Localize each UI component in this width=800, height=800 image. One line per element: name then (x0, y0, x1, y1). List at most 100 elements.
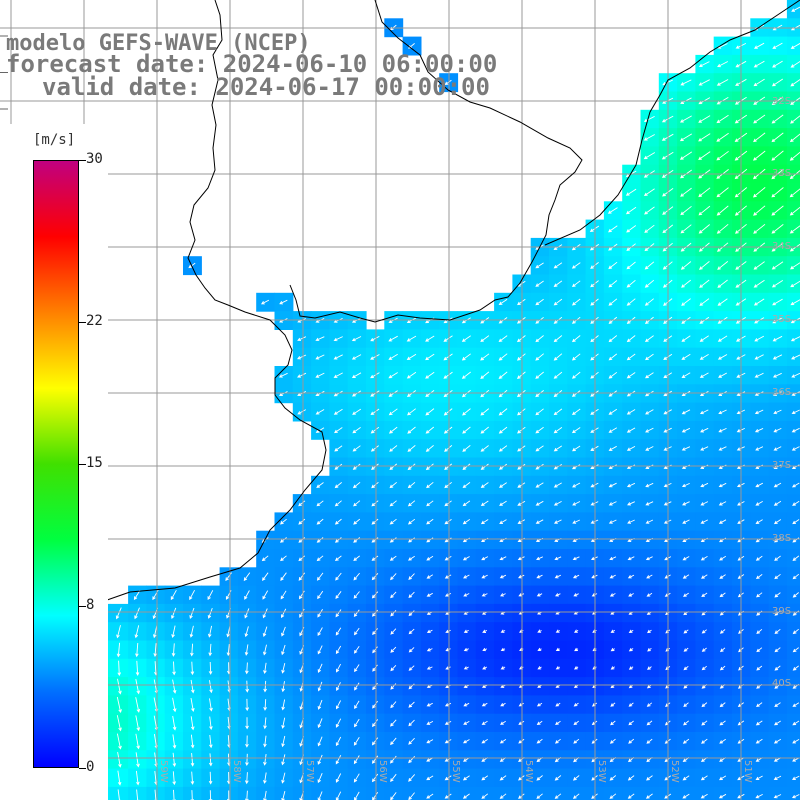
wind-arrow (480, 500, 489, 507)
wind-arrow (646, 702, 653, 707)
wind-arrow (135, 679, 141, 695)
wind-arrow (426, 739, 434, 744)
wind-arrow (716, 150, 729, 161)
wind-arrow (500, 702, 506, 707)
wind-arrow (555, 702, 561, 707)
wind-arrow (444, 556, 452, 561)
wind-arrow (753, 223, 766, 234)
wind-arrow (535, 262, 544, 269)
wind-arrow (700, 446, 709, 451)
wind-arrow (444, 519, 452, 525)
wind-arrow (553, 464, 563, 470)
wind-arrow (498, 445, 508, 452)
wind-arrow (388, 426, 398, 434)
wind-arrow (791, 427, 800, 433)
wind-arrow (755, 555, 763, 561)
wind-cell (786, 549, 800, 568)
wind-arrow (170, 589, 177, 601)
wind-arrow (645, 409, 654, 415)
wind-cell (786, 567, 800, 587)
wind-arrow (791, 482, 800, 488)
wind-arrow (681, 409, 691, 415)
wind-arrow (281, 772, 286, 784)
wind-arrow (297, 336, 307, 342)
wind-arrow (316, 555, 324, 562)
wind-arrow (336, 663, 341, 673)
wind-arrow (646, 738, 653, 744)
wind-arrow (462, 463, 471, 470)
wind-arrow (372, 628, 378, 636)
wind-arrow (426, 666, 433, 670)
wind-arrow (263, 754, 267, 766)
wind-arrow (771, 280, 784, 288)
wind-arrow (572, 793, 580, 799)
wind-arrow (573, 720, 579, 726)
wind-cell (768, 786, 788, 800)
wind-arrow (626, 225, 637, 233)
wind-arrow (461, 335, 471, 342)
wind-cell (786, 201, 800, 221)
wind-arrow (408, 665, 415, 671)
wind-arrow (371, 463, 379, 471)
wind-arrow (482, 666, 488, 670)
wind-arrow (536, 574, 543, 579)
wind-arrow (115, 607, 122, 620)
wind-arrow (444, 702, 452, 707)
wind-arrow (626, 261, 636, 270)
wind-arrow (719, 574, 726, 579)
wind-arrow (172, 715, 177, 731)
wind-arrow (334, 445, 343, 452)
wind-arrow (244, 626, 249, 638)
wind-arrow (756, 592, 763, 598)
wind-arrow (481, 684, 488, 688)
wind-arrow (608, 225, 618, 233)
wind-arrow (134, 607, 140, 620)
wind-arrow (574, 666, 579, 670)
wind-arrow (389, 481, 397, 489)
wind-arrow (317, 791, 323, 800)
wind-arrow (681, 335, 691, 342)
wind-arrow (334, 555, 342, 561)
wind-arrow (406, 371, 417, 379)
wind-arrow (700, 427, 709, 433)
wind-arrow (753, 78, 765, 87)
wind-arrow (316, 572, 324, 581)
wind-arrow (335, 627, 342, 636)
wind-arrow (426, 720, 434, 725)
wind-arrow (353, 755, 360, 765)
wind-arrow (498, 408, 508, 416)
wind-arrow (645, 464, 654, 469)
wind-arrow (172, 734, 177, 749)
wind-arrow (390, 773, 397, 783)
wind-arrow (607, 207, 618, 214)
wind-arrow (190, 661, 195, 676)
wind-arrow (116, 625, 121, 639)
wind-arrow (699, 372, 709, 378)
wind-arrow (352, 408, 362, 415)
wind-arrow (298, 555, 306, 562)
wind-cell (786, 219, 800, 239)
wind-arrow (334, 500, 342, 507)
wind-arrow (333, 408, 343, 415)
wind-arrow (443, 371, 453, 379)
latitude-label: 37S (772, 460, 791, 471)
wind-arrow (463, 593, 470, 597)
wind-arrow (626, 298, 636, 306)
wind-arrow (117, 660, 122, 677)
wind-arrow (699, 409, 709, 415)
wind-arrow (645, 482, 654, 488)
wind-arrow (371, 609, 379, 617)
wind-arrow (718, 446, 727, 451)
wind-arrow (571, 371, 581, 379)
wind-arrow (463, 702, 470, 707)
wind-arrow (609, 793, 617, 799)
wind-arrow (701, 665, 707, 671)
wind-arrow (444, 793, 452, 799)
wind-arrow (244, 608, 250, 619)
wind-arrow (790, 299, 800, 306)
wind-arrow (190, 734, 195, 749)
wind-arrow (317, 681, 323, 692)
title-valid-date: valid date: 2024-06-17 00:00:00 (42, 73, 490, 101)
wind-arrow (406, 335, 417, 342)
